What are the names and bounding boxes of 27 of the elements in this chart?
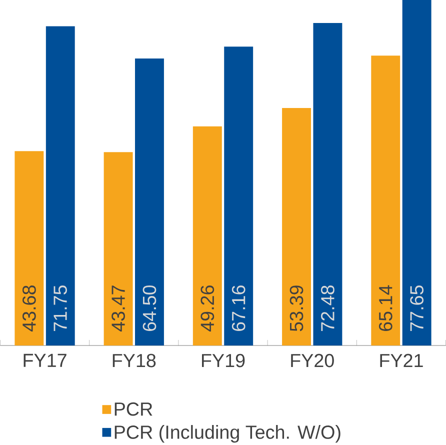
bar xyxy=(371,56,400,346)
data-label: 65.14 xyxy=(378,285,392,332)
bar xyxy=(313,23,342,346)
data-label: 43.68 xyxy=(22,286,36,332)
x-tick-label: FY18 xyxy=(112,354,156,368)
x-tick-label: FY21 xyxy=(380,354,423,368)
bar xyxy=(282,108,311,346)
bar xyxy=(192,126,222,346)
data-label: 49.26 xyxy=(200,286,214,332)
x-tick-label: FY20 xyxy=(291,354,334,368)
data-label: 71.75 xyxy=(54,286,67,332)
bar xyxy=(224,46,254,346)
legend-label: PCR xyxy=(114,402,152,416)
bar xyxy=(104,152,133,346)
x-tick-label: FY19 xyxy=(202,354,245,368)
legend-label: PCR (Including Tech. W/O) xyxy=(114,425,340,443)
data-label: 72.48 xyxy=(321,286,334,332)
bar xyxy=(402,0,432,346)
data-label: 67.16 xyxy=(232,286,246,332)
x-tick-label: FY17 xyxy=(24,354,66,367)
data-label: 53.39 xyxy=(290,286,304,332)
data-label: 43.47 xyxy=(112,286,125,332)
data-label: 77.65 xyxy=(410,286,424,332)
data-label: 64.50 xyxy=(142,286,156,332)
bar xyxy=(46,26,75,346)
bar xyxy=(135,58,164,346)
bar xyxy=(14,151,44,346)
